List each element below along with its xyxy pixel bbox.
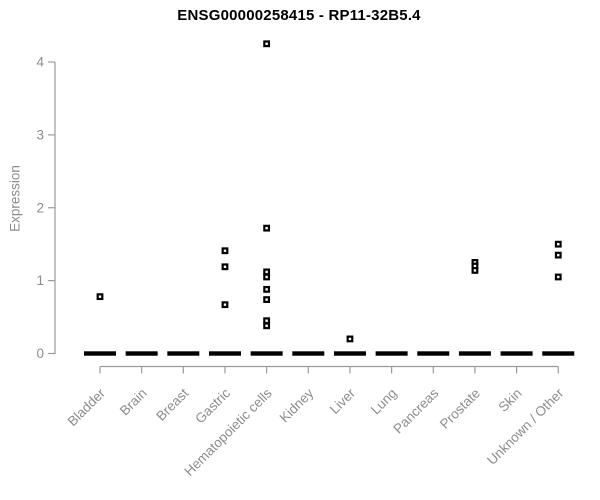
- y-tick-label: 2: [36, 200, 44, 215]
- y-tick-label: 0: [36, 346, 44, 361]
- x-tick-label: Prostate: [437, 386, 483, 432]
- zero-baseline-bar: [84, 351, 116, 356]
- x-tick-label: Gastric: [192, 385, 233, 426]
- data-point: [263, 40, 271, 48]
- y-tick-label: 3: [36, 127, 44, 142]
- data-point: [346, 335, 354, 343]
- x-tick-label: Bladder: [65, 385, 109, 429]
- data-point: [554, 251, 562, 259]
- data-point: [221, 301, 229, 309]
- y-tick-label: 1: [36, 273, 44, 288]
- zero-baseline-bar: [292, 351, 325, 356]
- zero-baseline-bar: [500, 351, 533, 356]
- data-point: [263, 285, 271, 293]
- data-point: [554, 240, 562, 248]
- y-tick-label: 4: [36, 55, 44, 70]
- zero-baseline-bar: [208, 351, 241, 356]
- data-point: [471, 267, 479, 274]
- x-tick-label: Unknown / Other: [484, 385, 567, 468]
- data-point: [263, 296, 271, 303]
- zero-baseline-bar: [250, 351, 283, 356]
- x-tick-label: Lung: [368, 386, 400, 418]
- zero-baseline-bar: [375, 351, 408, 356]
- x-tick-label: Kidney: [277, 385, 317, 425]
- zero-baseline-bar: [167, 351, 200, 356]
- x-tick-label: Pancreas: [390, 385, 441, 436]
- data-point: [554, 273, 562, 281]
- zero-baseline-bar: [333, 351, 366, 356]
- data-point: [263, 317, 271, 325]
- x-tick-label: Breast: [153, 385, 191, 423]
- data-point: [263, 322, 271, 330]
- chart-title: ENSG00000258415 - RP11-32B5.4: [177, 7, 421, 24]
- data-point: [96, 293, 104, 301]
- data-point: [263, 273, 271, 281]
- zero-baseline-bar: [542, 351, 575, 356]
- data-point: [263, 224, 271, 232]
- zero-baseline-bar: [458, 351, 491, 356]
- data-point: [263, 268, 271, 276]
- data-point: [221, 247, 229, 255]
- data-point: [221, 263, 229, 271]
- zero-baseline-bar: [417, 351, 450, 356]
- zero-baseline-bar: [125, 351, 158, 356]
- x-tick-label: Liver: [327, 385, 359, 417]
- x-tick-label: Skin: [496, 386, 525, 415]
- x-tick-label: Brain: [117, 386, 150, 419]
